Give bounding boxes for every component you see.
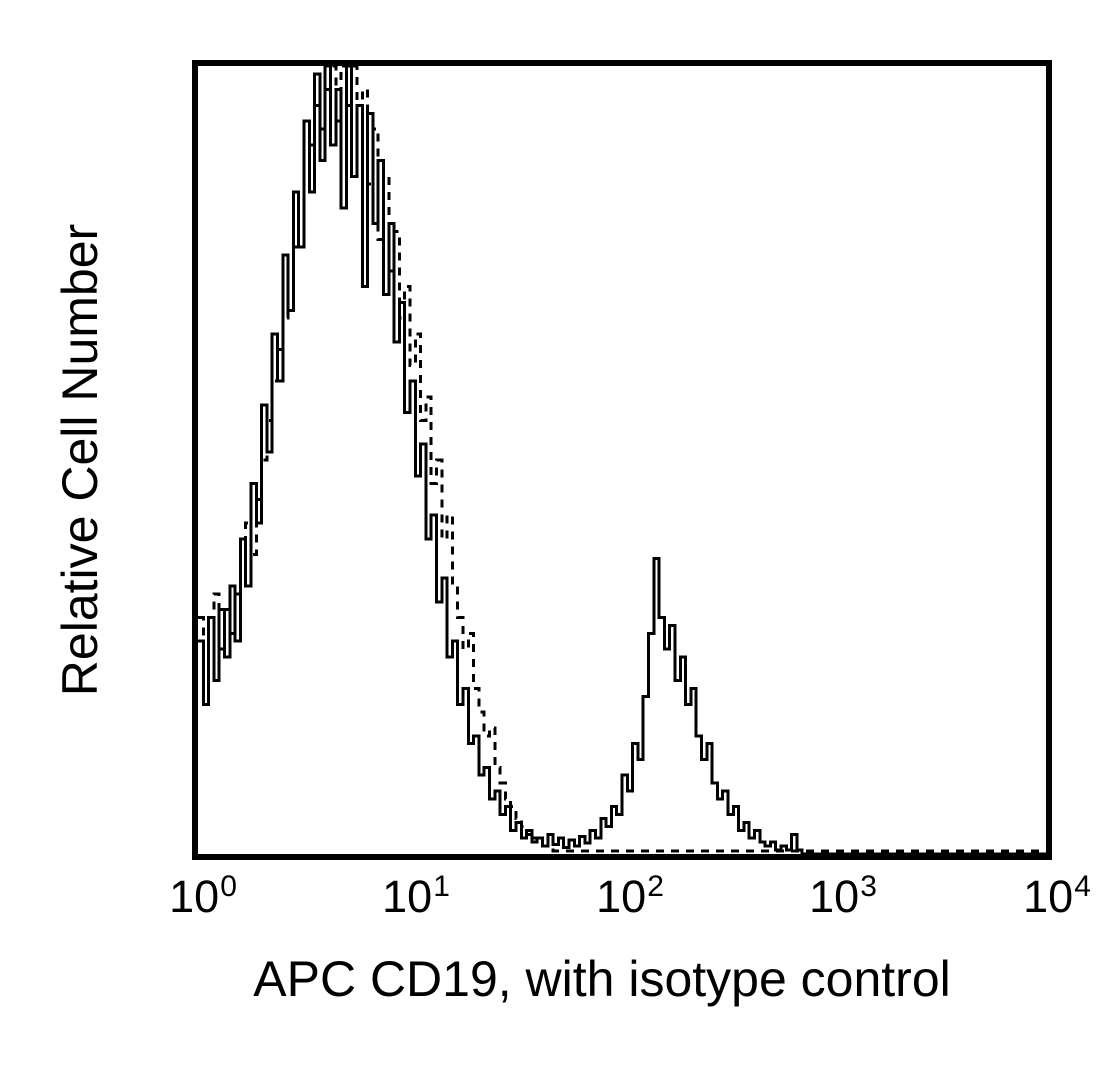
x-tick-label-10: 101 bbox=[382, 871, 450, 922]
x-tick-base: 10 bbox=[596, 871, 647, 922]
histogram-svg bbox=[198, 66, 1046, 854]
x-axis-title: APC CD19, with isotype control bbox=[253, 951, 951, 1007]
x-tick-exponent: 0 bbox=[220, 870, 237, 903]
x-tick-exponent: 1 bbox=[433, 870, 450, 903]
x-tick-exponent: 3 bbox=[860, 870, 877, 903]
x-tick-label-1000: 103 bbox=[809, 871, 877, 922]
cd19-stained-trace-solid bbox=[198, 66, 1046, 854]
x-tick-exponent: 2 bbox=[647, 870, 664, 903]
x-tick-base: 10 bbox=[382, 871, 433, 922]
x-tick-label-100: 102 bbox=[596, 871, 664, 922]
x-tick-label-1: 100 bbox=[169, 871, 237, 922]
x-tick-base: 10 bbox=[809, 871, 860, 922]
isotype-control-trace-dashed bbox=[198, 66, 1046, 853]
y-axis-title: Relative Cell Number bbox=[52, 223, 108, 697]
plot-area bbox=[192, 60, 1052, 860]
x-tick-exponent: 4 bbox=[1074, 870, 1091, 903]
x-tick-base: 10 bbox=[1023, 871, 1074, 922]
x-tick-base: 10 bbox=[169, 871, 220, 922]
x-tick-label-10000: 104 bbox=[1023, 871, 1091, 922]
